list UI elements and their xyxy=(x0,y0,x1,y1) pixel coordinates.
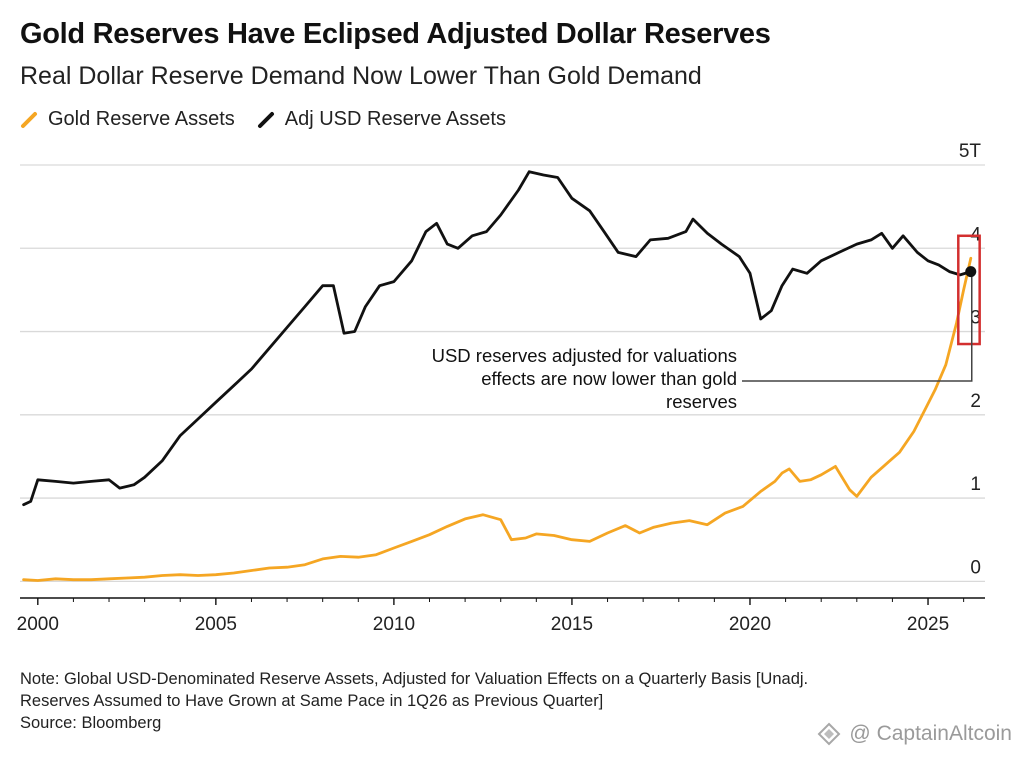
x-tick-label-2005: 2005 xyxy=(195,614,237,635)
chart-title: Gold Reserves Have Eclipsed Adjusted Dol… xyxy=(20,18,771,50)
y-tick-label-1: 1 xyxy=(970,474,981,495)
x-tick-label-2000: 2000 xyxy=(17,614,59,635)
legend-item-gold: Gold Reserve Assets xyxy=(20,108,235,131)
source-line: Source: Bloomberg xyxy=(20,714,162,732)
series-layer xyxy=(22,170,973,582)
y-tick-label-3: 3 xyxy=(970,308,981,329)
legend: Gold Reserve Assets Adj USD Reserve Asse… xyxy=(20,108,528,131)
legend-gold-slash-icon xyxy=(21,111,37,128)
chart-notes: Note: Global USD-Denominated Reserve Ass… xyxy=(20,668,808,734)
series-line-adj-usd xyxy=(22,170,973,507)
grid-layer xyxy=(20,164,985,599)
x-tick-label-2015: 2015 xyxy=(551,614,593,635)
series-line-gold xyxy=(22,256,973,582)
x-tick-label-2020: 2020 xyxy=(729,614,771,635)
watermark-logo-icon xyxy=(818,722,841,746)
legend-usd-slash-icon xyxy=(257,111,274,128)
annotation-leader-line xyxy=(742,271,973,382)
watermark: @ CaptainAltcoin xyxy=(817,722,1012,746)
annotation-marker-dot xyxy=(965,266,977,278)
y-tick-label-0: 0 xyxy=(970,557,981,578)
annotation-text-line-3: reserves xyxy=(666,391,737,412)
legend-label-usd: Adj USD Reserve Assets xyxy=(284,108,506,130)
x-tick-label-2010: 2010 xyxy=(373,614,415,635)
legend-item-usd: Adj USD Reserve Assets xyxy=(257,108,506,131)
annotation-layer: USD reserves adjusted for valuationseffe… xyxy=(432,234,981,412)
note-line-1: Note: Global USD-Denominated Reserve Ass… xyxy=(20,670,809,688)
annotation-text-line-1: USD reserves adjusted for valuations xyxy=(432,345,737,366)
watermark-text: @ CaptainAltcoin xyxy=(849,722,1012,745)
legend-label-gold: Gold Reserve Assets xyxy=(48,108,235,130)
highlight-box xyxy=(957,234,981,346)
annotation-text-line-2: effects are now lower than gold xyxy=(481,368,737,389)
x-tick-label-2025: 2025 xyxy=(907,614,949,635)
y-tick-label-2: 2 xyxy=(970,391,981,412)
note-line-2: Reserves Assumed to Have Grown at Same P… xyxy=(20,692,604,710)
chart-subtitle: Real Dollar Reserve Demand Now Lower Tha… xyxy=(20,62,702,90)
y-tick-label-5: 5T xyxy=(959,141,982,162)
